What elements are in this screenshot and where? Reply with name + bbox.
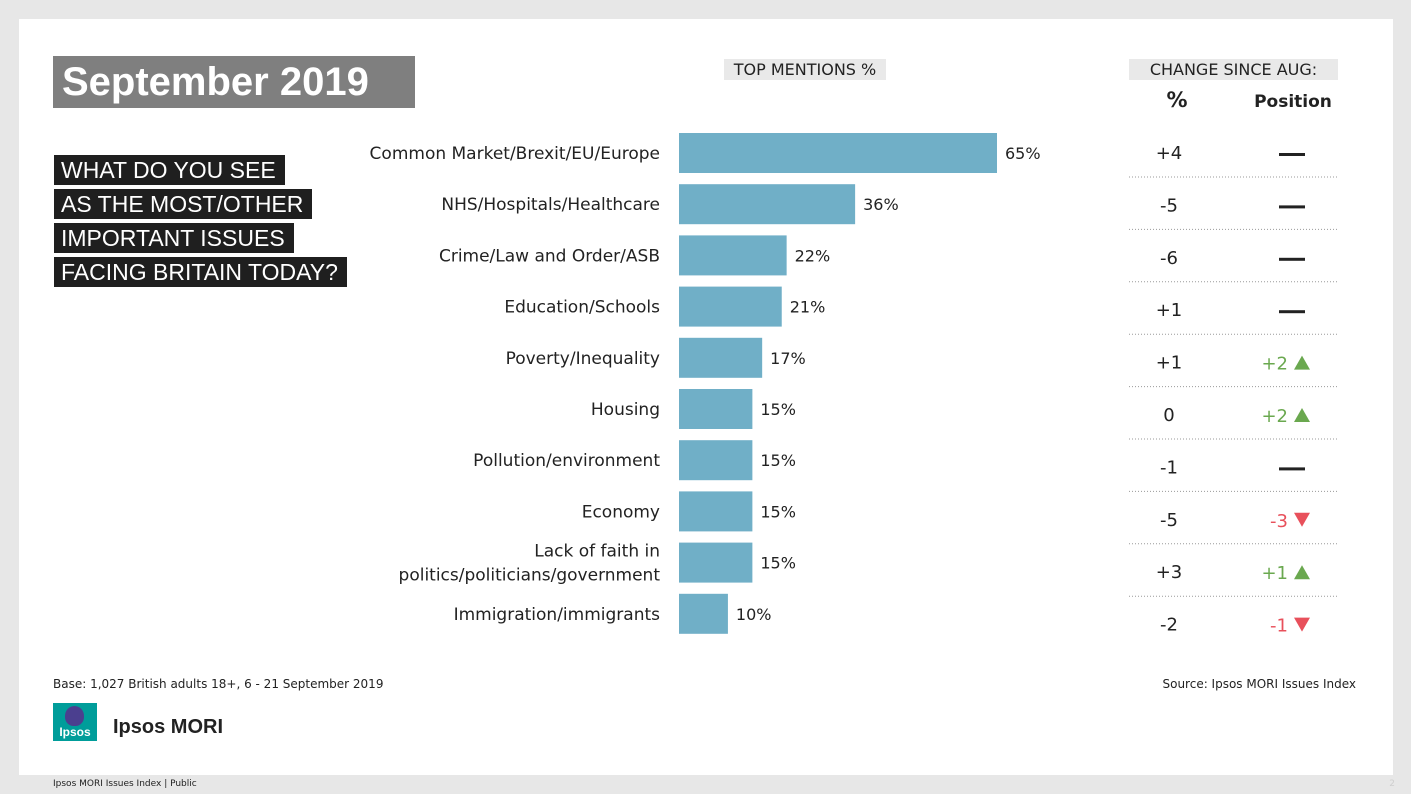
change-pct-value: -1 — [1160, 457, 1178, 478]
change-pct-value: +3 — [1156, 562, 1183, 583]
bar — [679, 440, 753, 481]
no-change-dash-icon — [1279, 153, 1305, 156]
change-pct-value: -2 — [1160, 615, 1178, 636]
category-label: Education/Schools — [504, 298, 660, 318]
no-change-dash-icon — [1279, 205, 1305, 209]
question-line: AS THE MOST/OTHER — [54, 189, 313, 219]
category-label: Immigration/immigrants — [454, 605, 661, 625]
change-since-header: CHANGE SINCE AUG: — [1129, 59, 1338, 80]
change-pct-value: -5 — [1160, 510, 1178, 531]
bar-value-label: 17% — [770, 349, 806, 368]
category-label: Pollution/environment — [473, 451, 660, 471]
bar-value-label: 15% — [760, 400, 796, 419]
position-change-value: +2 — [1261, 354, 1288, 375]
brand-name: Ipsos MORI — [113, 716, 224, 738]
category-label: NHS/Hospitals/Healthcare — [441, 195, 660, 215]
top-mentions-header: TOP MENTIONS % — [724, 59, 886, 80]
bar-value-label: 65% — [1005, 144, 1041, 163]
footer-text: Ipsos MORI Issues Index | Public — [53, 779, 197, 789]
bar — [679, 286, 782, 327]
question-line: FACING BRITAIN TODAY? — [54, 257, 347, 287]
category-label: Economy — [582, 502, 660, 522]
page-title: September 2019 — [53, 56, 415, 108]
bar — [679, 337, 763, 378]
bar — [679, 184, 856, 225]
category-label: politics/politicians/government — [399, 566, 661, 586]
no-change-dash-icon — [1279, 467, 1305, 471]
position-change-value: +1 — [1261, 563, 1288, 584]
arrow-up-icon — [1294, 408, 1310, 422]
source-note: Source: Ipsos MORI Issues Index — [1162, 677, 1356, 691]
change-pct-value: +1 — [1156, 353, 1183, 374]
logo-text: Ipsos — [59, 725, 91, 739]
base-note: Base: 1,027 British adults 18+, 6 - 21 S… — [53, 677, 384, 691]
change-pct-value: +1 — [1156, 300, 1183, 321]
arrow-down-icon — [1294, 617, 1310, 632]
bar — [679, 542, 753, 583]
question-line: WHAT DO YOU SEE — [54, 155, 285, 185]
page-number: 2 — [1389, 779, 1395, 789]
change-pct-value: +4 — [1156, 143, 1183, 164]
bar — [679, 235, 787, 276]
question-line: IMPORTANT ISSUES — [54, 223, 294, 253]
bar — [679, 491, 753, 532]
position-change-value: -3 — [1270, 511, 1288, 532]
bar-value-label: 21% — [790, 298, 826, 317]
bar-value-label: 15% — [760, 554, 796, 573]
no-change-dash-icon — [1279, 310, 1305, 314]
no-change-dash-icon — [1279, 257, 1305, 261]
category-label: Crime/Law and Order/ASB — [439, 246, 660, 266]
bar — [679, 133, 997, 173]
category-label: Lack of faith in — [534, 542, 660, 562]
category-label: Poverty/Inequality — [506, 349, 660, 369]
arrow-down-icon — [1294, 512, 1310, 527]
position-change-value: -1 — [1270, 616, 1288, 637]
bar — [679, 389, 753, 429]
bar-value-label: 15% — [760, 451, 796, 470]
change-pct-value: -6 — [1160, 248, 1178, 269]
bar-value-label: 22% — [795, 246, 831, 265]
bar-value-label: 36% — [863, 195, 899, 214]
category-label: Housing — [591, 400, 660, 420]
ipsos-logo: Ipsos — [53, 703, 97, 741]
arrow-up-icon — [1294, 565, 1310, 580]
arrow-up-icon — [1294, 355, 1310, 370]
bar-value-label: 15% — [760, 502, 796, 521]
position-change-value: +2 — [1261, 406, 1288, 427]
pct-column-header: % — [1166, 88, 1188, 112]
change-pct-value: -5 — [1160, 195, 1178, 216]
change-pct-value: 0 — [1163, 405, 1174, 426]
survey-question: WHAT DO YOU SEE AS THE MOST/OTHER IMPORT… — [54, 155, 347, 291]
logo-head-icon — [65, 706, 84, 726]
bar-value-label: 10% — [736, 605, 772, 624]
bar — [679, 593, 728, 634]
position-column-header: Position — [1254, 92, 1332, 112]
category-label: Common Market/Brexit/EU/Europe — [370, 144, 660, 164]
